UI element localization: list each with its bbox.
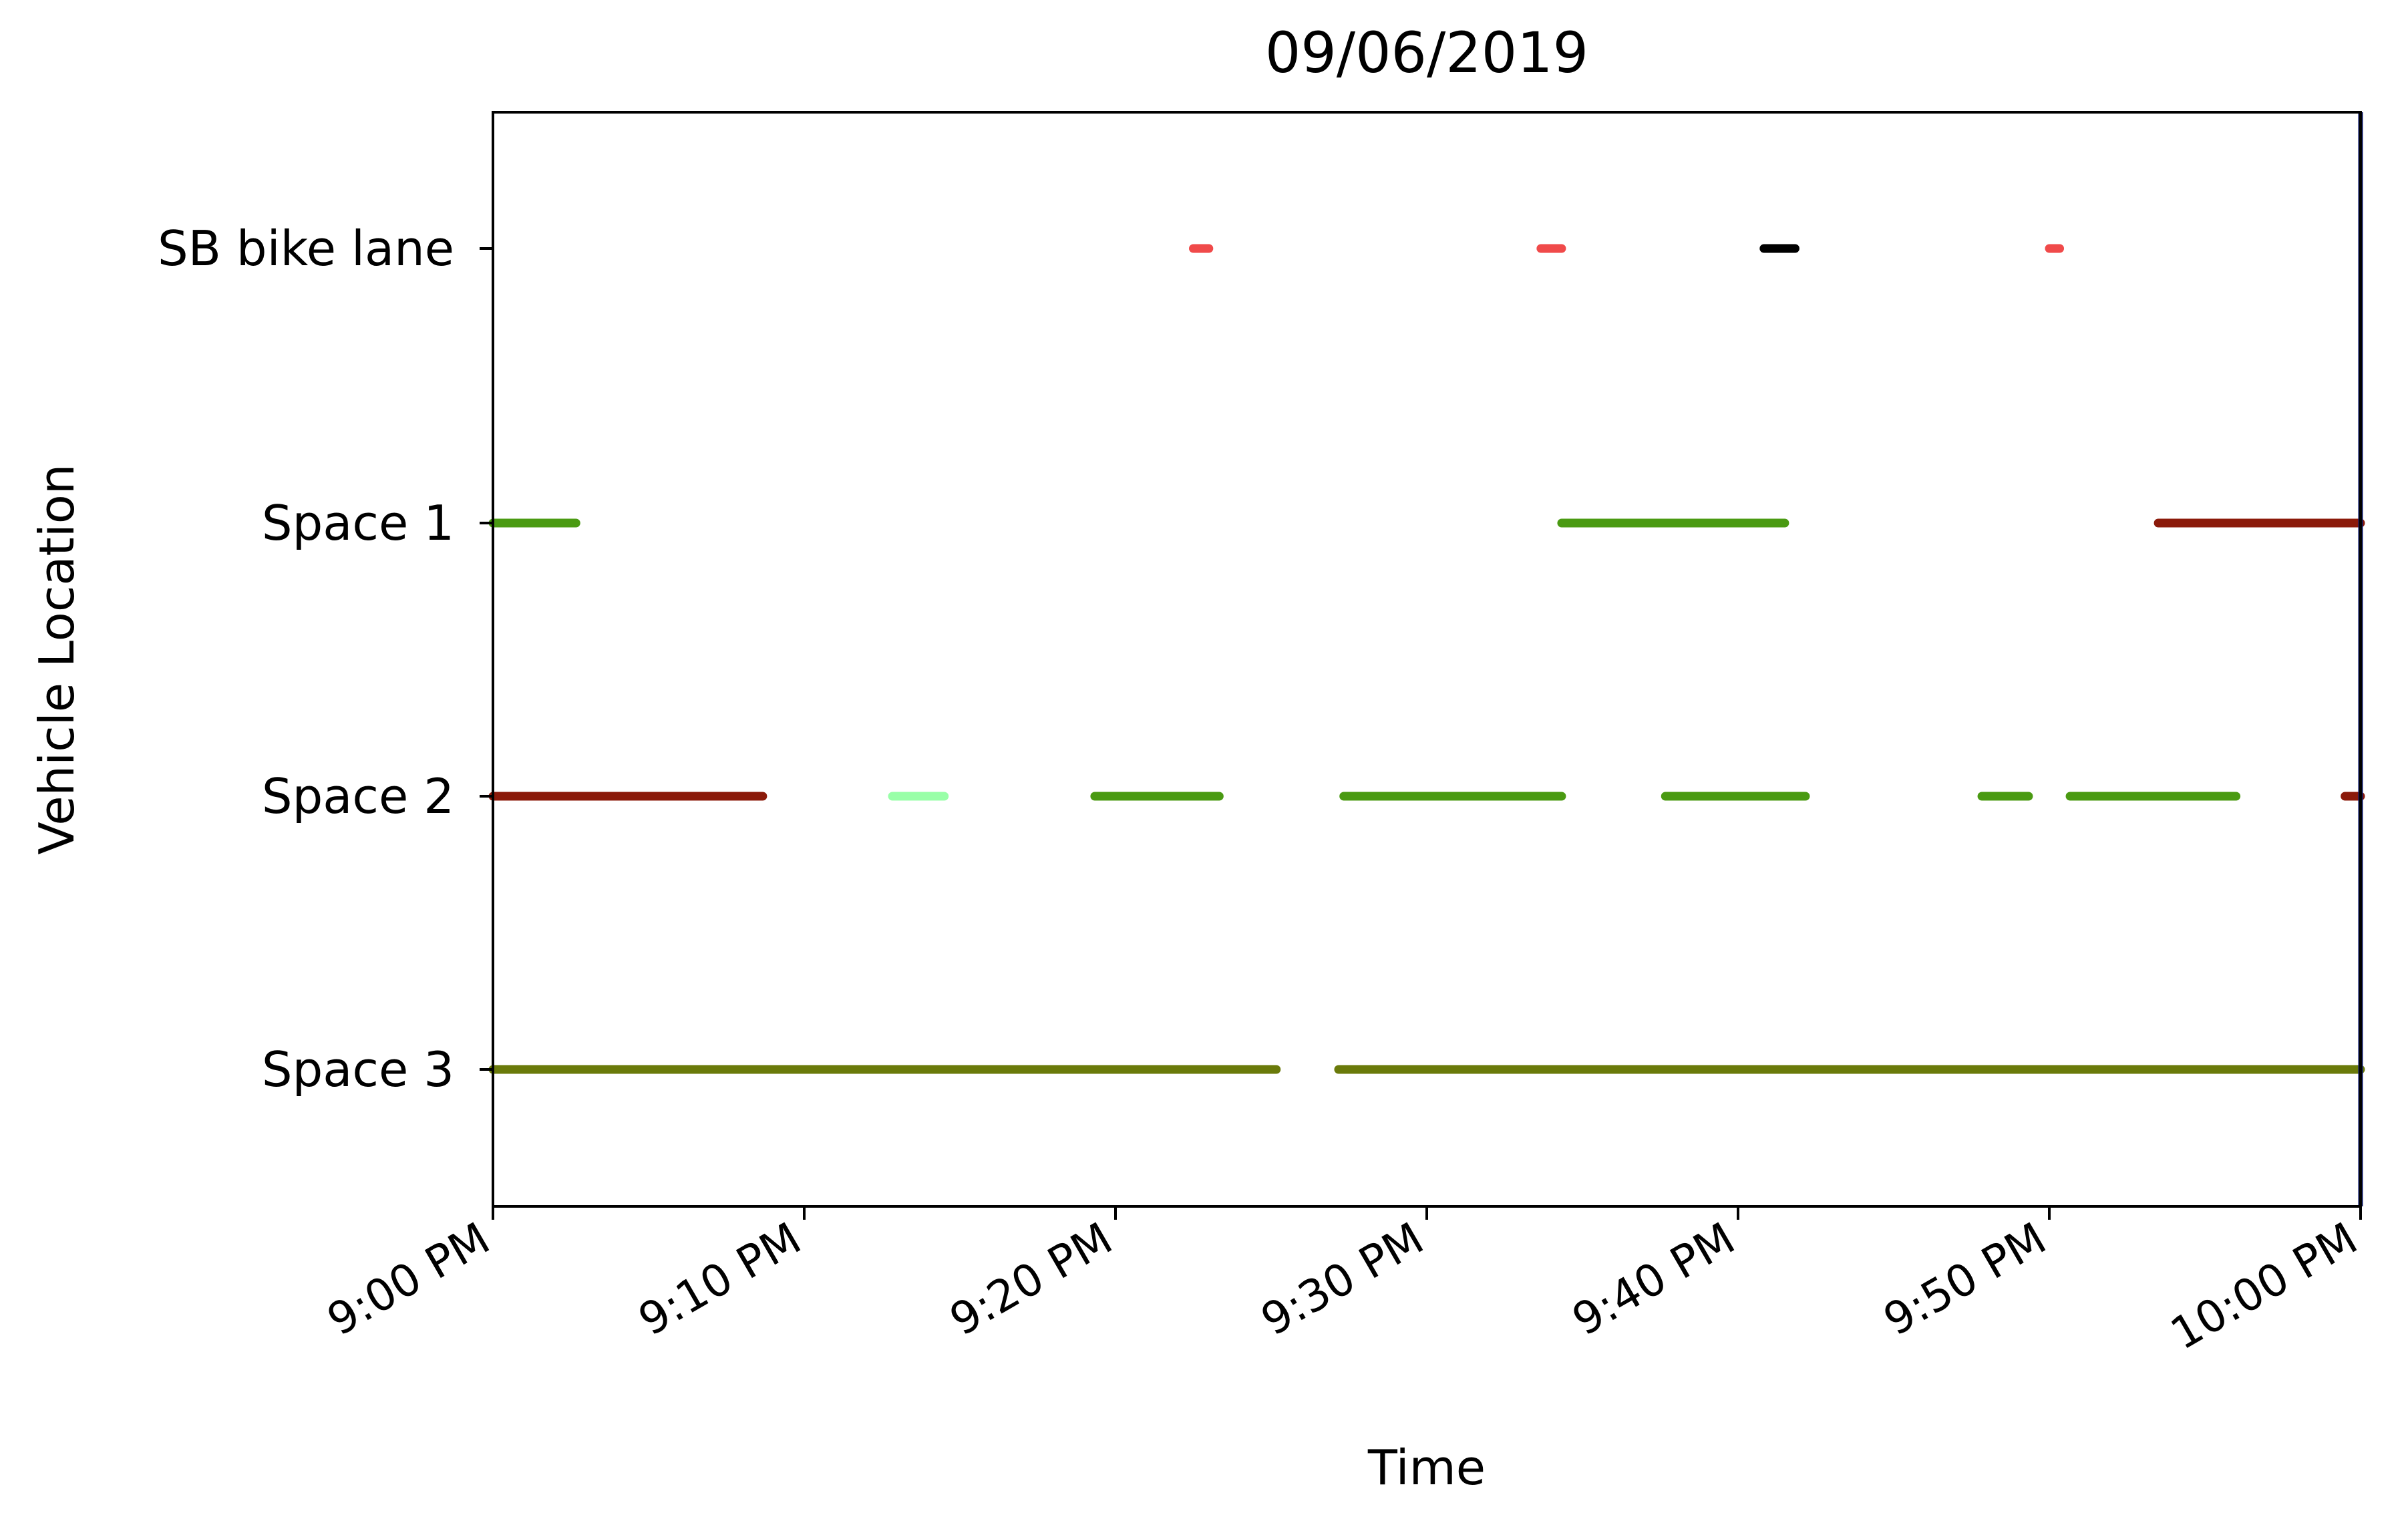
y-axis-label: Vehicle Location: [29, 464, 85, 855]
segment-layer: [488, 244, 2365, 1074]
chart-title: 09/06/2019: [1265, 20, 1588, 86]
x-axis-label: Time: [1367, 1440, 1486, 1496]
y-tick-label: Space 3: [262, 1041, 454, 1098]
y-tick-label: Space 1: [262, 495, 454, 551]
y-tick-label: SB bike lane: [158, 220, 454, 277]
y-tick-label: Space 2: [262, 768, 454, 824]
y-axis: SB bike lane Space 1 Space 2 Space 3: [158, 220, 493, 1098]
